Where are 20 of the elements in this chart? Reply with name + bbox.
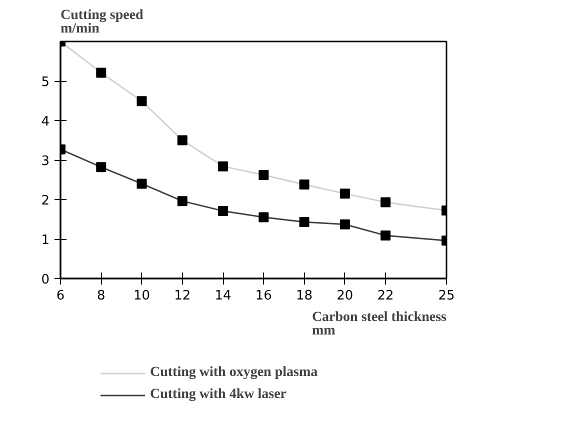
legend-label: Cutting with 4kw laser	[150, 387, 287, 403]
x-tick-label: 14	[214, 288, 232, 304]
x-axis-title: Carbon steel thickness mm	[312, 310, 448, 338]
legend-label: Cutting with oxygen plasma	[150, 365, 318, 381]
x-tick-label: 16	[255, 288, 272, 304]
y-axis-title: Cutting speed m/min	[60, 8, 144, 36]
y-tick-label: 5	[41, 75, 50, 90]
y-tick-label: 1	[41, 233, 50, 248]
y-tick-label: 0	[41, 272, 50, 288]
y-tick-label: 2	[41, 194, 50, 208]
y-tick-label: 4	[41, 114, 50, 130]
x-tick-label: 8	[96, 288, 106, 304]
x-tick-label: 12	[174, 288, 191, 304]
x-tick-label: 10	[133, 288, 150, 304]
y-tick-label: 3	[41, 154, 50, 169]
x-tick-label: 22	[377, 288, 394, 304]
x-tick-label: 18	[296, 288, 313, 304]
x-tick-label: 25	[438, 288, 455, 304]
x-tick-label: 20	[336, 288, 354, 304]
x-tick-label: 6	[56, 288, 65, 304]
